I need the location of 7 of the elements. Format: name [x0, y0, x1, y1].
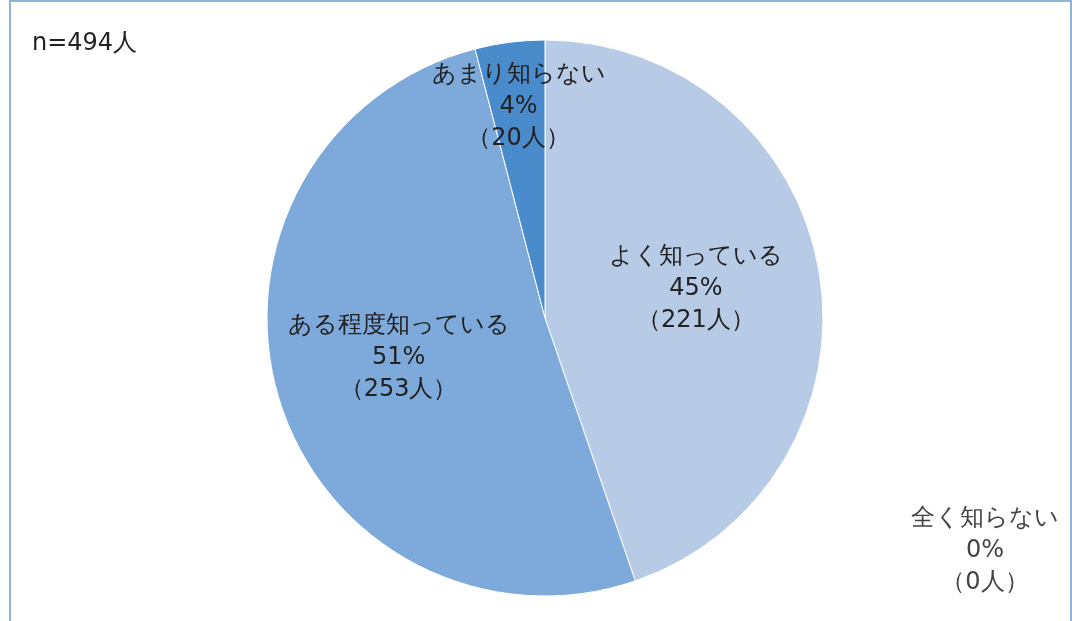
data-label: 45% （221人） — [636, 272, 755, 333]
text: n=494人 — [32, 28, 138, 56]
category-label: 全く知らない — [911, 503, 1059, 531]
slice-label: ある程度知っている — [287, 310, 510, 339]
data-label: 51% （253人） — [339, 342, 458, 403]
slice-label: よく知っている — [608, 240, 783, 269]
text: 0% （0人） — [941, 535, 1029, 595]
